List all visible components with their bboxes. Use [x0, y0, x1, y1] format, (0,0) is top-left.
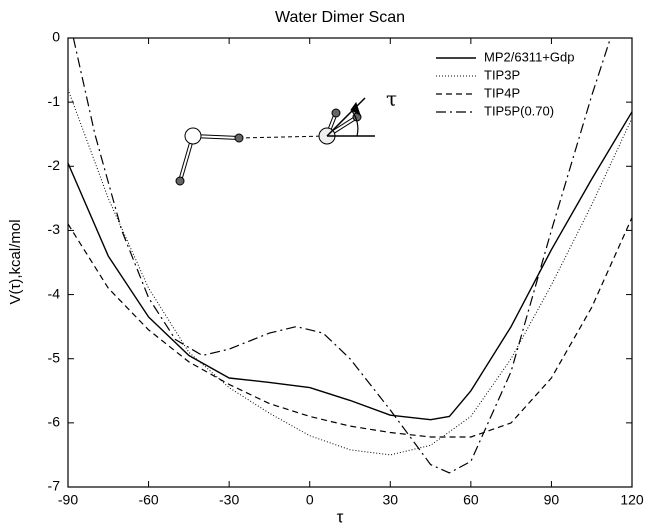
- series-line: [68, 89, 632, 456]
- y-tick-label: -3: [48, 221, 61, 237]
- tau-annotation: τ: [386, 87, 397, 111]
- plot-frame: [67, 37, 633, 488]
- x-axis-label: τ: [337, 507, 344, 526]
- legend-label: TIP4P: [484, 85, 520, 100]
- legend-label: TIP5P(0.70): [484, 103, 554, 118]
- x-tick-label: 120: [620, 492, 644, 508]
- x-tick-label: 0: [306, 492, 314, 508]
- y-tick-label: -2: [48, 157, 61, 173]
- series-line: [68, 111, 632, 421]
- x-tick-label: 60: [463, 492, 479, 508]
- y-tick-label: -5: [48, 349, 61, 365]
- y-tick-label: -4: [48, 285, 61, 301]
- y-tick-label: -7: [48, 478, 61, 494]
- y-tick-label: -1: [48, 93, 61, 109]
- y-axis-label: V(τ),kcal/mol: [7, 219, 24, 304]
- molecule-inset: [175, 97, 375, 186]
- x-tick-label: -60: [138, 492, 158, 508]
- x-tick-label: 30: [382, 492, 398, 508]
- x-tick-label: 90: [544, 492, 560, 508]
- legend-label: TIP3P: [484, 67, 520, 82]
- series-line: [68, 217, 632, 438]
- y-tick-label: -6: [48, 414, 61, 430]
- chart-title: Water Dimer Scan: [275, 9, 405, 26]
- plot-lines: [68, 38, 632, 474]
- y-tick-label: 0: [52, 29, 60, 45]
- x-tick-label: -30: [219, 492, 239, 508]
- x-tick-label: -90: [58, 492, 78, 508]
- legend-label: MP2/6311+Gdp: [484, 49, 574, 64]
